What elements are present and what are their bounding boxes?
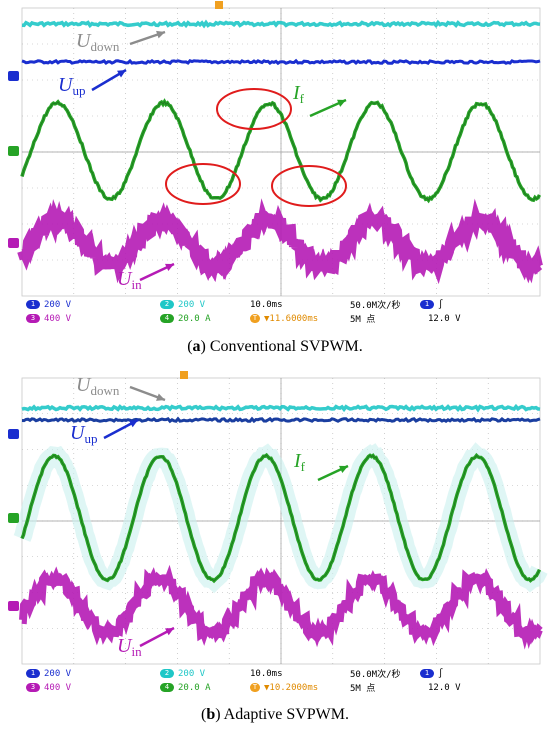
trigger-slope-icon: ∫ (438, 668, 444, 679)
trace-uin (19, 564, 543, 650)
timebase: 10.0ms (250, 299, 283, 310)
record-length: 5M 点 (350, 684, 376, 694)
trace-if-core (21, 454, 540, 582)
sample-rate: 50.0M次/秒 (350, 670, 401, 680)
arrow-uin-head (165, 628, 174, 636)
trigger-level: 12.0 V (428, 682, 461, 693)
ch3-marker (8, 601, 19, 611)
ch4-marker (8, 146, 19, 156)
ch3-marker (8, 238, 19, 248)
scope-screen-a (0, 0, 550, 300)
label-if-b: If (294, 450, 306, 474)
trigger-channel-badge: 1 (420, 300, 434, 309)
ch2-badge: 2 (160, 669, 174, 678)
trigger-position: ▼10.2000ms (264, 682, 319, 693)
ch4-badge: 4 (160, 683, 174, 692)
label-uin-a: Uin (117, 268, 142, 292)
ch1-scale: 200 V (44, 668, 72, 679)
caption-b: (b) Adaptive SVPWM. (200, 706, 349, 723)
trigger-position: ▼11.6000ms (264, 313, 319, 324)
ch1-badge: 1 (26, 300, 40, 309)
label-uup-b: Uup (70, 422, 98, 446)
trigger-marker-icon: T (250, 683, 260, 692)
arrow-uup-head (129, 420, 138, 428)
trigger-slope-icon: ∫ (438, 299, 444, 310)
trace-if-core (21, 100, 540, 202)
ch2-scale: 200 V (178, 668, 206, 679)
label-uin-b: Uin (117, 635, 142, 659)
trace-uup (21, 58, 541, 66)
trace-uin (17, 198, 543, 285)
ch2-scale: 200 V (178, 299, 206, 310)
trigger-marker-icon (180, 371, 188, 379)
ch4-scale: 20.0 A (178, 682, 211, 693)
arrow-if-head (337, 99, 346, 107)
arrow-if-head (339, 465, 348, 473)
ch3-badge: 3 (26, 683, 40, 692)
label-udown-a: Udown (76, 30, 120, 54)
ch3-scale: 400 V (44, 682, 72, 693)
label-udown-b: Udown (76, 374, 120, 398)
arrow-uup-head (117, 70, 126, 78)
label-if-a: If (293, 82, 305, 106)
ch2-badge: 2 (160, 300, 174, 309)
trace-uup (21, 416, 541, 424)
sample-rate: 50.0M次/秒 (350, 301, 401, 311)
record-length: 5M 点 (350, 315, 376, 325)
trace-udown (21, 19, 541, 29)
ch3-scale: 400 V (44, 313, 72, 324)
status-bar-a: 1 200 V 2 200 V 3 400 V 4 20.0 A 10.0ms T ▼11… (20, 298, 542, 328)
trigger-channel-badge: 1 (420, 669, 434, 678)
timebase: 10.0ms (250, 668, 283, 679)
highlight-ellipse (165, 163, 241, 205)
arrow-udown-head (156, 393, 165, 401)
status-bar-b: 1 200 V 2 200 V 3 400 V 4 20.0 A 10.0ms T ▼10… (20, 667, 542, 697)
highlight-ellipse (216, 88, 292, 130)
trigger-level: 12.0 V (428, 313, 461, 324)
trace-udown (21, 403, 541, 413)
ch1-badge: 1 (26, 669, 40, 678)
arrow-uin-head (165, 263, 174, 271)
ch1-marker (8, 71, 19, 81)
label-uup-a: Uup (58, 74, 86, 98)
trigger-marker-icon (215, 1, 223, 9)
ch3-badge: 3 (26, 314, 40, 323)
caption-a: (a) Conventional SVPWM. (187, 338, 363, 355)
ch1-scale: 200 V (44, 299, 72, 310)
ch4-badge: 4 (160, 314, 174, 323)
trigger-marker-icon: T (250, 314, 260, 323)
ch4-scale: 20.0 A (178, 313, 211, 324)
ch4-marker (8, 513, 19, 523)
arrow-udown-head (156, 30, 165, 39)
scope-screen-b (0, 370, 550, 670)
ch1-marker (8, 429, 19, 439)
oscilloscope-plot-b (8, 371, 548, 665)
highlight-ellipse (271, 165, 347, 207)
oscilloscope-plot-a (8, 1, 543, 297)
